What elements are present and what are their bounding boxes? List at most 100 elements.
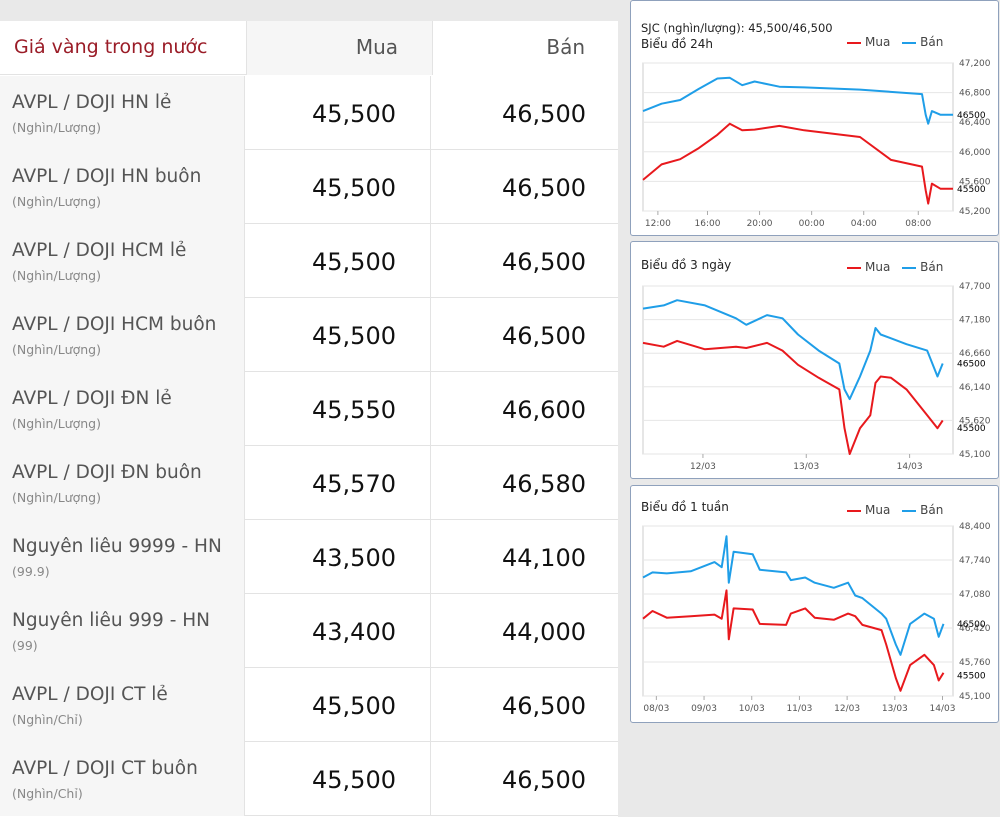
chart-panel-1-week: Biểu đồ 1 tuần Mua Bán 48,400 47,740 47,08… [630,485,999,723]
chart-title: Biểu đồ 24h [641,37,714,51]
row-label-cell: AVPL / DOJI ĐN buôn (Nghìn/Lượng) [0,446,245,520]
buy-price: 45,500 [312,100,396,128]
x-tick-label: 10/03 [739,704,765,714]
x-tick-label: 00:00 [799,219,825,229]
chart-legend: Mua Bán [847,260,943,274]
product-name: AVPL / DOJI ĐN lẻ [12,388,172,409]
legend-buy-label: Mua [865,260,891,274]
x-tick-label: 13/03 [882,704,908,714]
buy-price: 45,500 [312,692,396,720]
x-tick-label: 12/03 [834,704,860,714]
legend-buy-swatch [847,41,861,44]
table-header: Giá vàng trong nước Mua Bán [0,21,618,75]
buy-price-cell: 45,500 [246,224,431,298]
y-tick-label: 47,740 [959,556,991,566]
sell-column-header-bg [432,21,618,75]
domestic-gold-price-table: Giá vàng trong nước Mua Bán AVPL / DOJI … [0,21,618,817]
product-unit: (Nghìn/Lượng) [12,268,101,283]
row-label-cell: AVPL / DOJI ĐN lẻ (Nghìn/Lượng) [0,372,245,446]
sjc-price-heading: SJC (nghìn/lượng): 45,500/46,500 [641,21,833,35]
sell-price: 46,500 [502,174,586,202]
y-tick-label: 47,080 [959,590,991,600]
product-name: Nguyên liêu 9999 - HN [12,536,222,557]
table-row: AVPL / DOJI HCM buôn (Nghìn/Lượng) 45,500 4… [0,298,618,372]
product-name: AVPL / DOJI CT lẻ [12,684,168,705]
table-row: AVPL / DOJI ĐN lẻ (Nghìn/Lượng) 45,550 46,6… [0,372,618,446]
chart-panel-3-days: Biểu đồ 3 ngày Mua Bán 47,700 47,180 46,66… [630,241,999,479]
legend-sell-label: Bán [920,503,944,517]
y-tick-label: 45,620 [959,416,991,426]
chart-title: Biểu đồ 3 ngày [641,258,732,272]
current-buy-label: 45500 [957,185,986,195]
y-tick-label: 45,600 [959,177,991,187]
buy-price-cell: 45,500 [246,150,431,224]
y-tick-label: 45,100 [959,692,991,702]
sell-price-cell: 46,500 [432,668,618,742]
current-sell-label: 46500 [957,111,986,121]
series-line-sell [642,299,944,401]
table-row: AVPL / DOJI CT lẻ (Nghìn/Chỉ) 45,500 46,500 [0,668,618,742]
legend-buy-swatch [847,266,861,269]
current-buy-label: 45500 [957,671,986,681]
product-unit: (Nghìn/Lượng) [12,120,101,135]
buy-price: 45,550 [312,396,396,424]
chart-24h-svg: 47,200 46,800 46,400 46,000 45,600 45,200 12:0… [642,59,991,229]
product-unit: (Nghìn/Lượng) [12,416,101,431]
legend-buy-swatch [847,509,861,512]
product-name: AVPL / DOJI HCM lẻ [12,240,187,261]
buy-price-cell: 45,500 [246,668,431,742]
x-tick-label: 12/03 [690,462,716,472]
buy-price-cell: 43,400 [246,594,431,668]
sell-price: 46,500 [502,322,586,350]
sell-price-cell: 44,000 [432,594,618,668]
y-tick-label: 48,400 [959,522,991,532]
sell-price: 46,580 [502,470,586,498]
column-header-buy: Mua [355,35,398,59]
buy-price-cell: 45,570 [246,446,431,520]
table-row: AVPL / DOJI ĐN buôn (Nghìn/Lượng) 45,570 46… [0,446,618,520]
table-row: AVPL / DOJI HCM lẻ (Nghìn/Lượng) 45,500 46,… [0,224,618,298]
row-label-cell: AVPL / DOJI HN buôn (Nghìn/Lượng) [0,150,245,224]
y-tick-label: 45,200 [959,207,991,217]
product-unit: (99) [12,638,38,653]
sell-price: 44,100 [502,544,586,572]
chart-title: Biểu đồ 1 tuần [641,500,729,514]
x-tick-label: 04:00 [851,219,877,229]
table-title: Giá vàng trong nước [14,36,208,58]
legend-sell-label: Bán [920,35,944,49]
chart-1-week-svg: 48,400 47,740 47,080 46,420 45,760 45,100 08/0… [642,522,991,714]
buy-price: 45,570 [312,470,396,498]
legend-sell-swatch [902,266,917,269]
plot-area [642,285,954,455]
buy-price: 45,500 [312,174,396,202]
row-label-cell: AVPL / DOJI HN lẻ (Nghìn/Lượng) [0,76,245,150]
y-tick-label: 46,000 [959,148,991,158]
series-line-buy [642,339,944,455]
sell-price: 46,500 [502,766,586,794]
y-tick-label: 47,180 [959,316,991,326]
chart-panel-24h: SJC (nghìn/lượng): 45,500/46,500 Biểu đồ… [630,0,999,236]
legend-sell-label: Bán [920,260,944,274]
row-label-cell: AVPL / DOJI HCM lẻ (Nghìn/Lượng) [0,224,245,298]
chart-legend: Mua Bán [847,35,943,49]
sell-price-cell: 46,580 [432,446,618,520]
y-tick-label: 46,140 [959,383,991,393]
product-unit: (99.9) [12,564,50,579]
product-unit: (Nghìn/Lượng) [12,342,101,357]
buy-price: 45,500 [312,766,396,794]
table-row: AVPL / DOJI HN buôn (Nghìn/Lượng) 45,500 46… [0,150,618,224]
buy-column-header-bg [246,21,432,75]
sell-price-cell: 46,500 [432,150,618,224]
buy-price-cell: 43,500 [246,520,431,594]
x-tick-label: 12:00 [645,219,671,229]
legend-buy-label: Mua [865,503,891,517]
current-sell-label: 46500 [957,620,986,630]
y-tick-label: 47,700 [959,282,991,292]
row-label-cell: Nguyên liêu 9999 - HN (99.9) [0,520,245,594]
sell-price-cell: 46,500 [432,298,618,372]
buy-price-cell: 45,500 [246,298,431,372]
x-tick-label: 09/03 [691,704,717,714]
product-unit: (Nghìn/Chỉ) [12,712,83,727]
legend-buy-label: Mua [865,35,891,49]
product-unit: (Nghìn/Lượng) [12,490,101,505]
